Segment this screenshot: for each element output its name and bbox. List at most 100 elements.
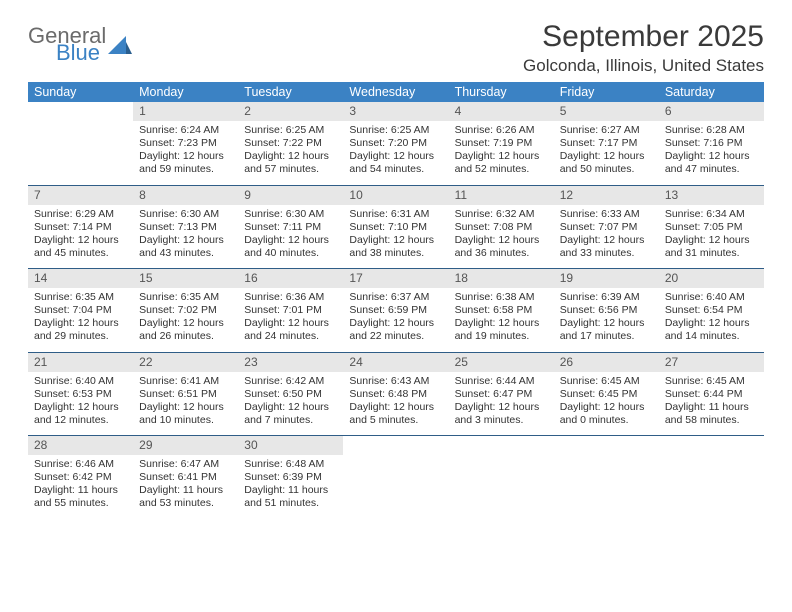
day-number: 7 [28, 186, 133, 205]
sunrise-line: Sunrise: 6:47 AM [139, 458, 232, 471]
calendar-cell: 27Sunrise: 6:45 AMSunset: 6:44 PMDayligh… [659, 352, 764, 436]
brand-word-2: Blue [56, 43, 106, 64]
daylight-line: Daylight: 12 hours and 14 minutes. [665, 317, 758, 343]
day-details: Sunrise: 6:35 AMSunset: 7:02 PMDaylight:… [133, 288, 238, 352]
calendar-cell: 22Sunrise: 6:41 AMSunset: 6:51 PMDayligh… [133, 352, 238, 436]
sunrise-line: Sunrise: 6:48 AM [244, 458, 337, 471]
daylight-line: Daylight: 12 hours and 57 minutes. [244, 150, 337, 176]
sunset-line: Sunset: 6:45 PM [560, 388, 653, 401]
day-details: Sunrise: 6:40 AMSunset: 6:54 PMDaylight:… [659, 288, 764, 352]
day-number: 6 [659, 102, 764, 121]
sunset-line: Sunset: 7:16 PM [665, 137, 758, 150]
sunrise-line: Sunrise: 6:31 AM [349, 208, 442, 221]
calendar-cell [554, 436, 659, 519]
sunrise-line: Sunrise: 6:38 AM [455, 291, 548, 304]
sunset-line: Sunset: 7:22 PM [244, 137, 337, 150]
calendar-cell: 18Sunrise: 6:38 AMSunset: 6:58 PMDayligh… [449, 269, 554, 353]
daylight-line: Daylight: 11 hours and 55 minutes. [34, 484, 127, 510]
day-details: Sunrise: 6:33 AMSunset: 7:07 PMDaylight:… [554, 205, 659, 269]
day-number: 8 [133, 186, 238, 205]
calendar-cell: 19Sunrise: 6:39 AMSunset: 6:56 PMDayligh… [554, 269, 659, 353]
day-details: Sunrise: 6:48 AMSunset: 6:39 PMDaylight:… [238, 455, 343, 519]
sunrise-line: Sunrise: 6:45 AM [665, 375, 758, 388]
calendar-cell: 7Sunrise: 6:29 AMSunset: 7:14 PMDaylight… [28, 185, 133, 269]
daylight-line: Daylight: 12 hours and 17 minutes. [560, 317, 653, 343]
day-number: 25 [449, 353, 554, 372]
calendar-cell: 10Sunrise: 6:31 AMSunset: 7:10 PMDayligh… [343, 185, 448, 269]
day-number: 2 [238, 102, 343, 121]
day-number: 12 [554, 186, 659, 205]
day-number: 27 [659, 353, 764, 372]
day-details: Sunrise: 6:40 AMSunset: 6:53 PMDaylight:… [28, 372, 133, 436]
day-details: Sunrise: 6:37 AMSunset: 6:59 PMDaylight:… [343, 288, 448, 352]
day-details: Sunrise: 6:42 AMSunset: 6:50 PMDaylight:… [238, 372, 343, 436]
daylight-line: Daylight: 12 hours and 26 minutes. [139, 317, 232, 343]
day-number: 21 [28, 353, 133, 372]
day-details: Sunrise: 6:35 AMSunset: 7:04 PMDaylight:… [28, 288, 133, 352]
daylight-line: Daylight: 12 hours and 38 minutes. [349, 234, 442, 260]
day-number: 1 [133, 102, 238, 121]
day-number: 3 [343, 102, 448, 121]
sunset-line: Sunset: 7:08 PM [455, 221, 548, 234]
daylight-line: Daylight: 12 hours and 54 minutes. [349, 150, 442, 176]
daylight-line: Daylight: 12 hours and 59 minutes. [139, 150, 232, 176]
calendar-cell [659, 436, 764, 519]
day-number: 13 [659, 186, 764, 205]
sunrise-line: Sunrise: 6:46 AM [34, 458, 127, 471]
day-number: 14 [28, 269, 133, 288]
daylight-line: Daylight: 12 hours and 45 minutes. [34, 234, 127, 260]
day-number: 26 [554, 353, 659, 372]
day-number: 10 [343, 186, 448, 205]
sunset-line: Sunset: 7:04 PM [34, 304, 127, 317]
sunset-line: Sunset: 6:42 PM [34, 471, 127, 484]
day-details: Sunrise: 6:25 AMSunset: 7:22 PMDaylight:… [238, 121, 343, 185]
column-header: Tuesday [238, 82, 343, 102]
calendar-cell [449, 436, 554, 519]
day-details: Sunrise: 6:34 AMSunset: 7:05 PMDaylight:… [659, 205, 764, 269]
calendar-cell: 17Sunrise: 6:37 AMSunset: 6:59 PMDayligh… [343, 269, 448, 353]
day-number: 18 [449, 269, 554, 288]
sunrise-line: Sunrise: 6:40 AM [34, 375, 127, 388]
day-number: 28 [28, 436, 133, 455]
sunrise-line: Sunrise: 6:26 AM [455, 124, 548, 137]
day-number: 30 [238, 436, 343, 455]
sunset-line: Sunset: 7:23 PM [139, 137, 232, 150]
daylight-line: Daylight: 12 hours and 22 minutes. [349, 317, 442, 343]
daylight-line: Daylight: 12 hours and 31 minutes. [665, 234, 758, 260]
day-details: Sunrise: 6:25 AMSunset: 7:20 PMDaylight:… [343, 121, 448, 185]
sunrise-line: Sunrise: 6:35 AM [139, 291, 232, 304]
day-number: 20 [659, 269, 764, 288]
day-details: Sunrise: 6:24 AMSunset: 7:23 PMDaylight:… [133, 121, 238, 185]
sunrise-line: Sunrise: 6:28 AM [665, 124, 758, 137]
calendar-cell [343, 436, 448, 519]
calendar-cell: 28 Sunrise: 6:46 AMSunset: 6:42 PMDayligh… [28, 436, 133, 519]
brand-logo: General Blue [28, 20, 132, 64]
sunrise-line: Sunrise: 6:43 AM [349, 375, 442, 388]
sunrise-line: Sunrise: 6:30 AM [139, 208, 232, 221]
daylight-line: Daylight: 12 hours and 36 minutes. [455, 234, 548, 260]
sunset-line: Sunset: 6:48 PM [349, 388, 442, 401]
calendar-cell: 30Sunrise: 6:48 AMSunset: 6:39 PMDayligh… [238, 436, 343, 519]
calendar-cell: 4Sunrise: 6:26 AMSunset: 7:19 PMDaylight… [449, 102, 554, 185]
calendar-cell: 24Sunrise: 6:43 AMSunset: 6:48 PMDayligh… [343, 352, 448, 436]
calendar-cell: 5Sunrise: 6:27 AMSunset: 7:17 PMDaylight… [554, 102, 659, 185]
sunrise-line: Sunrise: 6:33 AM [560, 208, 653, 221]
sunrise-line: Sunrise: 6:25 AM [349, 124, 442, 137]
location-subtitle: Golconda, Illinois, United States [523, 56, 764, 76]
sunrise-line: Sunrise: 6:30 AM [244, 208, 337, 221]
daylight-line: Daylight: 12 hours and 52 minutes. [455, 150, 548, 176]
calendar-cell: 21Sunrise: 6:40 AMSunset: 6:53 PMDayligh… [28, 352, 133, 436]
calendar-cell: 11Sunrise: 6:32 AMSunset: 7:08 PMDayligh… [449, 185, 554, 269]
daylight-line: Daylight: 12 hours and 5 minutes. [349, 401, 442, 427]
sunset-line: Sunset: 6:50 PM [244, 388, 337, 401]
sunrise-line: Sunrise: 6:24 AM [139, 124, 232, 137]
daylight-line: Daylight: 12 hours and 0 minutes. [560, 401, 653, 427]
day-details: Sunrise: 6:36 AMSunset: 7:01 PMDaylight:… [238, 288, 343, 352]
day-details: Sunrise: 6:29 AMSunset: 7:14 PMDaylight:… [28, 205, 133, 269]
calendar-cell: 2Sunrise: 6:25 AMSunset: 7:22 PMDaylight… [238, 102, 343, 185]
column-header: Wednesday [343, 82, 448, 102]
day-number: 19 [554, 269, 659, 288]
daylight-line: Daylight: 12 hours and 29 minutes. [34, 317, 127, 343]
calendar-cell: 23Sunrise: 6:42 AMSunset: 6:50 PMDayligh… [238, 352, 343, 436]
calendar-cell: 20Sunrise: 6:40 AMSunset: 6:54 PMDayligh… [659, 269, 764, 353]
